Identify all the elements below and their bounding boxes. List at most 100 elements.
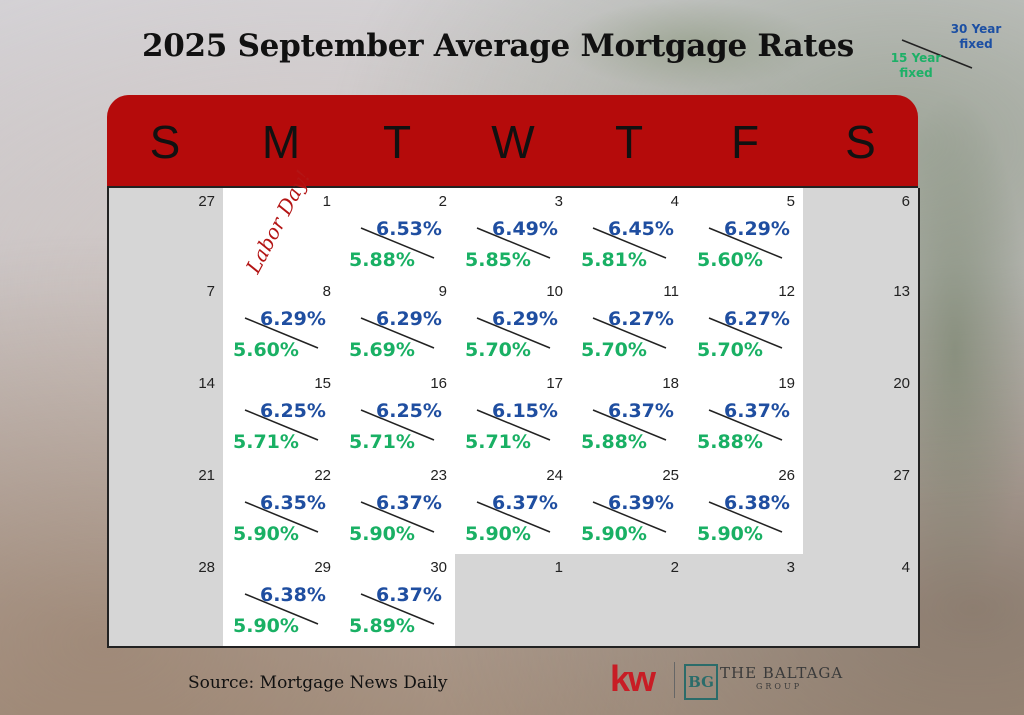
divider-slash-icon xyxy=(708,227,783,259)
day-cell: 15 6.25% 5.71% xyxy=(223,370,341,464)
baltaga-name: THE BALTAGA xyxy=(720,664,844,682)
rate-15-year: 5.70% xyxy=(465,339,531,361)
day-number: 19 xyxy=(778,375,795,392)
rate-15-year: 5.71% xyxy=(233,431,299,453)
day-cell: 29 6.38% 5.90% xyxy=(223,554,341,648)
day-number: 20 xyxy=(893,375,910,392)
day-cell: 17 6.15% 5.71% xyxy=(455,370,573,464)
day-cell: 1 Labor Day! xyxy=(223,166,341,280)
rate-15-year: 5.89% xyxy=(349,615,415,637)
day-cell: 7 xyxy=(109,278,225,372)
divider-slash-icon xyxy=(592,227,667,259)
day-cell: 5 6.29% 5.60% xyxy=(687,188,805,280)
day-cell: 6 xyxy=(803,188,920,280)
day-cell: 4 6.45% 5.81% xyxy=(571,188,689,280)
day-number: 5 xyxy=(786,193,795,210)
logo-divider xyxy=(674,662,675,698)
day-cell: 4 xyxy=(803,554,920,648)
day-number: 24 xyxy=(546,467,563,484)
divider-slash-icon xyxy=(592,409,667,441)
divider-slash-icon xyxy=(476,501,551,533)
divider-slash-icon xyxy=(360,317,435,349)
day-cell: 2 6.53% 5.88% xyxy=(339,188,457,280)
day-number: 18 xyxy=(662,375,679,392)
day-number: 23 xyxy=(430,467,447,484)
day-number: 14 xyxy=(198,375,215,392)
rate-30-year: 6.45% xyxy=(608,218,674,240)
divider-slash-icon xyxy=(244,317,319,349)
day-cell: 18 6.37% 5.88% xyxy=(571,370,689,464)
day-number: 26 xyxy=(778,467,795,484)
day-number: 3 xyxy=(554,193,563,210)
rate-30-year: 6.25% xyxy=(260,400,326,422)
day-number: 1 xyxy=(322,193,331,210)
day-cell: 21 xyxy=(109,462,225,556)
page-title: 2025 September Average Mortgage Rates xyxy=(142,28,854,64)
rate-15-year: 5.69% xyxy=(349,339,415,361)
day-number: 11 xyxy=(663,283,679,300)
day-cell: 22 6.35% 5.90% xyxy=(223,462,341,556)
divider-slash-icon xyxy=(244,593,319,625)
rate-15-year: 5.71% xyxy=(465,431,531,453)
weekday-label: S xyxy=(149,116,181,168)
day-cell: 11 6.27% 5.70% xyxy=(571,278,689,372)
day-number: 3 xyxy=(786,559,795,576)
rate-15-year: 5.90% xyxy=(581,523,647,545)
day-cell: 30 6.37% 5.89% xyxy=(339,554,457,648)
rate-30-year: 6.15% xyxy=(492,400,558,422)
day-number: 27 xyxy=(198,193,215,210)
baltaga-mark-icon: BG xyxy=(684,664,718,700)
day-number: 17 xyxy=(546,375,563,392)
weekday-label: S xyxy=(845,116,876,168)
rate-30-year: 6.37% xyxy=(492,492,558,514)
day-cell: 19 6.37% 5.88% xyxy=(687,370,805,464)
weekday-label: T xyxy=(614,116,644,168)
rate-15-year: 5.88% xyxy=(349,249,415,271)
legend-15-year: 15 Year fixed xyxy=(890,51,942,80)
source-note: Source: Mortgage News Daily xyxy=(188,673,448,693)
day-number: 30 xyxy=(430,559,447,576)
day-cell: 23 6.37% 5.90% xyxy=(339,462,457,556)
divider-slash-icon xyxy=(476,227,551,259)
rate-30-year: 6.38% xyxy=(260,584,326,606)
weekday-label: M xyxy=(261,116,301,168)
baltaga-sub: GROUP xyxy=(756,682,803,691)
divider-slash-icon xyxy=(360,227,435,259)
divider-slash-icon xyxy=(592,317,667,349)
divider-slash-icon xyxy=(708,501,783,533)
day-cell: 1 xyxy=(455,554,573,648)
day-number: 2 xyxy=(438,193,447,210)
rate-30-year: 6.27% xyxy=(608,308,674,330)
day-cell: 27 xyxy=(109,188,225,280)
legend-slash-icon xyxy=(901,39,973,69)
divider-slash-icon xyxy=(476,409,551,441)
day-cell: 25 6.39% 5.90% xyxy=(571,462,689,556)
day-cell: 10 6.29% 5.70% xyxy=(455,278,573,372)
rate-15-year: 5.88% xyxy=(697,431,763,453)
weekday-label: W xyxy=(491,116,535,168)
rate-15-year: 5.71% xyxy=(349,431,415,453)
day-cell: 13 xyxy=(803,278,920,372)
day-number: 28 xyxy=(198,559,215,576)
rate-legend: 30 Year fixed 15 Year fixed xyxy=(884,20,1024,90)
day-number: 2 xyxy=(670,559,679,576)
day-number: 21 xyxy=(198,467,215,484)
rate-15-year: 5.90% xyxy=(465,523,531,545)
background-foliage xyxy=(560,0,820,90)
day-cell: 24 6.37% 5.90% xyxy=(455,462,573,556)
divider-slash-icon xyxy=(708,409,783,441)
day-cell: 14 xyxy=(109,370,225,464)
brand-logos: kw BG THE BALTAGA GROUP xyxy=(608,658,848,700)
day-number: 16 xyxy=(430,375,447,392)
rate-30-year: 6.37% xyxy=(376,584,442,606)
day-number: 27 xyxy=(893,467,910,484)
rate-15-year: 5.90% xyxy=(697,523,763,545)
day-cell: 3 6.49% 5.85% xyxy=(455,188,573,280)
rate-30-year: 6.27% xyxy=(724,308,790,330)
rate-15-year: 5.88% xyxy=(581,431,647,453)
day-number: 10 xyxy=(546,283,563,300)
day-number: 15 xyxy=(314,375,331,392)
rate-30-year: 6.25% xyxy=(376,400,442,422)
divider-slash-icon xyxy=(708,317,783,349)
day-cell: 28 xyxy=(109,554,225,648)
